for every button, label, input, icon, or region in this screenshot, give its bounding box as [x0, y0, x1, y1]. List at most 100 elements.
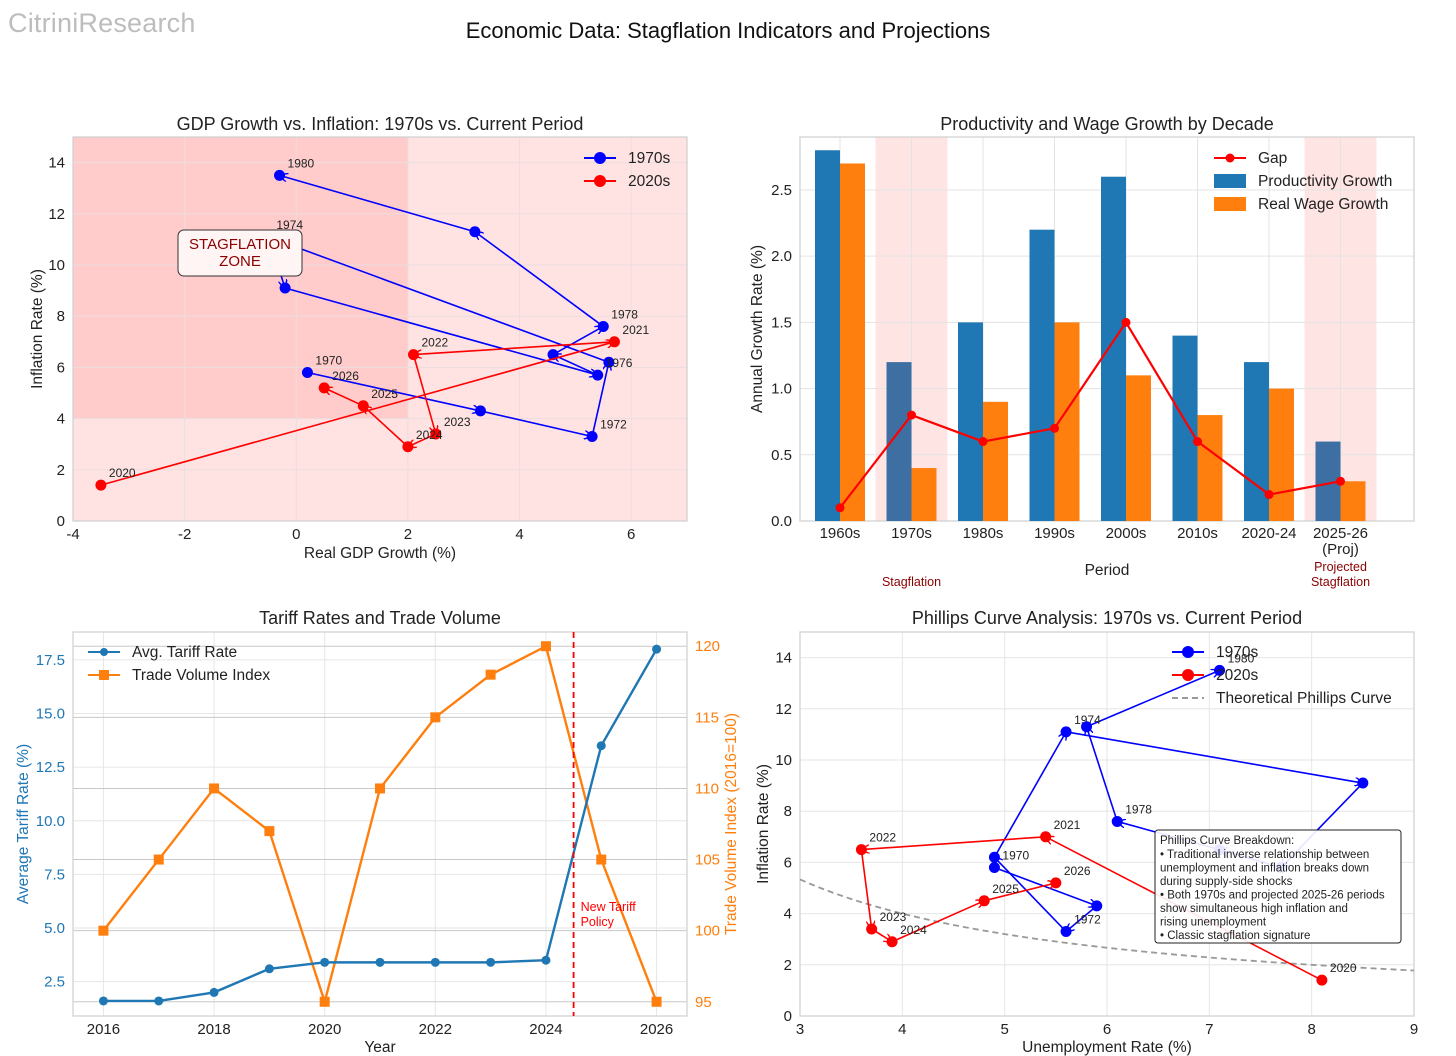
point-label: 2022: [421, 336, 448, 350]
trajectory-segment: [591, 362, 609, 437]
y-tick-label-left: 7.5: [44, 866, 65, 883]
tariff-rate-point: [209, 987, 219, 997]
tariff-rate-point: [264, 964, 274, 974]
policy-label: Policy: [581, 915, 615, 929]
data-point: [1060, 726, 1072, 738]
y-tick-label: 14: [775, 650, 792, 667]
y-axis-label-right: Trade Volume Index (2016=100): [723, 713, 740, 935]
tariff-rate-point: [320, 957, 330, 967]
stagflation-label: Stagflation: [1311, 575, 1370, 589]
x-tick-label: -4: [66, 526, 79, 543]
legend-label: 2020s: [1216, 667, 1258, 684]
y-tick-label-left: 15.0: [36, 706, 65, 723]
y-axis-label: Inflation Rate (%): [755, 764, 772, 884]
bar-wage: [1197, 415, 1223, 521]
bar-wage: [1126, 375, 1151, 521]
trade-volume-point: [153, 854, 164, 865]
trade-volume-point: [98, 925, 109, 936]
y-tick-label: 6: [57, 359, 65, 376]
data-point: [597, 320, 609, 332]
point-label: 2020: [1330, 961, 1357, 975]
legend-marker: [594, 175, 606, 187]
gap-point: [1121, 317, 1131, 327]
phillips-frame: [799, 631, 1415, 1017]
tariff-rate-point: [98, 996, 108, 1006]
legend-label: Real Wage Growth: [1258, 196, 1388, 213]
gap-point: [978, 437, 988, 447]
y-tick-label: 6: [784, 854, 792, 871]
point-label: 1970: [315, 354, 342, 368]
stagflation-annotation-text: ZONE: [219, 253, 261, 270]
trajectory-segment: [1087, 727, 1118, 822]
legend-marker: [594, 152, 606, 164]
y-tick-label: 10: [48, 257, 65, 274]
bar-wage: [1269, 388, 1294, 521]
trajectory-segment: [984, 883, 1056, 902]
bar-wage: [911, 468, 937, 521]
y-tick-label: 0: [57, 513, 65, 530]
point-label: 2026: [332, 369, 359, 383]
trade-volume-point: [209, 783, 220, 794]
trajectory-segment: [994, 857, 1067, 933]
x-tick-label: -2: [178, 526, 191, 543]
y-tick-label: 2: [784, 957, 792, 974]
phillips-note-line: • Traditional inverse relationship betwe…: [1160, 849, 1369, 861]
y-tick-label-right: 110: [695, 780, 719, 797]
trade-volume-point: [319, 996, 330, 1007]
trajectory-segment: [280, 175, 476, 233]
phillips-note-line: • Classic stagflation signature: [1160, 930, 1310, 942]
x-tick-label: 2018: [197, 1021, 230, 1038]
legend-marker: [1182, 669, 1194, 681]
panel-title: Phillips Curve Analysis: 1970s vs. Curre…: [912, 608, 1302, 628]
phillips-note-line: show simultaneous high inflation and: [1160, 903, 1348, 915]
y-tick-label-left: 17.5: [36, 652, 65, 669]
point-label: 1974: [276, 218, 303, 232]
data-point: [407, 349, 419, 361]
data-point: [866, 923, 878, 935]
data-point: [988, 851, 1000, 863]
point-label: 1972: [600, 418, 627, 432]
panel-title: GDP Growth vs. Inflation: 1970s vs. Curr…: [177, 114, 584, 134]
data-point: [1081, 721, 1093, 733]
phillips-note-line: • Both 1970s and projected 2025-26 perio…: [1160, 890, 1385, 902]
bar-productivity: [815, 150, 840, 521]
y-tick-label: 1.0: [771, 381, 792, 398]
data-point: [608, 336, 620, 348]
trajectory-segment: [307, 371, 480, 411]
x-tick-label: 4: [898, 1021, 906, 1038]
y-tick-label-right: 115: [695, 709, 719, 726]
y-axis-label: Inflation Rate (%): [29, 269, 46, 389]
data-point: [978, 895, 990, 907]
y-tick-label-left: 5.0: [44, 920, 65, 937]
y-axis-label-left: Average Tariff Rate (%): [15, 744, 32, 904]
tariff-grid: [73, 632, 687, 1016]
x-tick-label: 0: [292, 526, 300, 543]
y-tick-label: 2.5: [771, 182, 792, 199]
point-label: 1976: [606, 356, 633, 370]
point-label: 1980: [1228, 651, 1255, 665]
category-label: 1970s: [891, 525, 932, 542]
y-tick-label-right: 120: [695, 638, 720, 655]
data-point: [586, 431, 598, 443]
point-label: 2024: [900, 923, 927, 937]
phillips-note-line: during supply-side shocks: [1160, 876, 1293, 888]
tariff-rate-point: [486, 957, 496, 967]
trade-volume-point: [485, 669, 496, 680]
bar-productivity: [958, 322, 983, 521]
trajectory-segment: [100, 342, 615, 486]
point-label: 2021: [622, 323, 649, 337]
data-point: [274, 169, 286, 181]
legend-phillips: 1970s 2020s Theoretical Phillips Curve: [1172, 644, 1392, 707]
data-point: [886, 936, 898, 948]
point-label: 2023: [444, 415, 471, 429]
y-tick-label: 8: [57, 308, 65, 325]
series-1970s: 1970 1972 1974 1976 1978 1980: [262, 156, 638, 443]
trade-volume-point: [540, 641, 551, 652]
data-point: [357, 400, 369, 412]
y-tick-label: 1.5: [771, 314, 792, 331]
data-point: [603, 356, 615, 368]
trajectory-segment: [324, 388, 364, 407]
panel-title: Productivity and Wage Growth by Decade: [940, 114, 1274, 134]
